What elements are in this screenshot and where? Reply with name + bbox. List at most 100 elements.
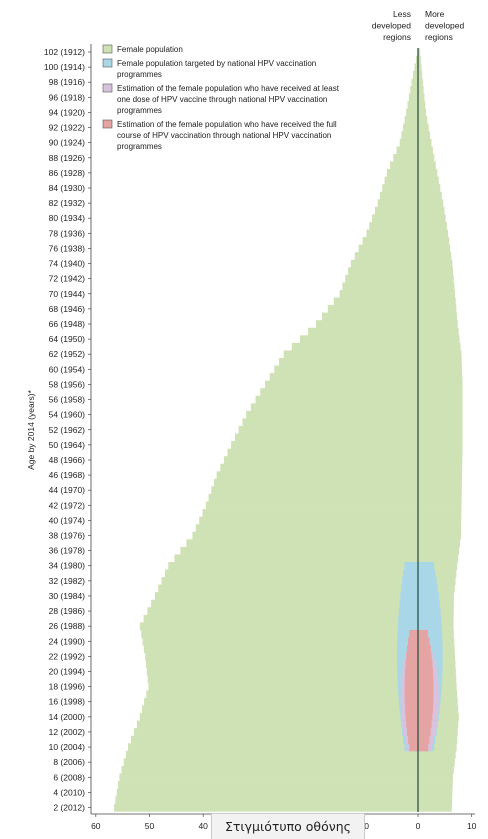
y-tick-label: 88 (1926) — [49, 153, 86, 163]
female-population-bar — [151, 599, 454, 608]
targeted-population-bar — [400, 592, 439, 601]
female-population-bar — [227, 448, 463, 457]
y-tick-label: 76 (1938) — [49, 243, 86, 253]
full-course-bar — [406, 652, 432, 661]
female-population-bar — [154, 592, 454, 601]
female-population-bar — [372, 214, 446, 223]
female-population-bar — [147, 675, 457, 684]
female-population-bar — [148, 682, 457, 691]
female-population-bar — [161, 577, 456, 586]
y-tick-label: 60 (1954) — [49, 364, 86, 374]
legend-female-population: Female population — [102, 44, 183, 54]
female-population-bar — [339, 289, 456, 298]
targeted-population-bar — [403, 569, 436, 578]
full-course-bar — [405, 705, 433, 714]
female-population-bar — [354, 252, 452, 261]
y-tick-label: 2 (2012) — [53, 803, 85, 813]
female-population-bar — [242, 418, 463, 427]
female-population-bar — [125, 750, 456, 759]
legend-at-least-one-dose: Estimation of the female population who … — [102, 83, 340, 115]
region-label-less-developed: developed — [372, 21, 412, 31]
female-population-bars — [114, 48, 463, 812]
y-tick-label: 26 (1988) — [49, 621, 86, 631]
female-population-bar — [333, 297, 456, 306]
female-population-bar — [358, 244, 451, 253]
y-tick-label: 46 (1968) — [49, 470, 86, 480]
y-tick-label: 50 (1964) — [49, 440, 86, 450]
y-tick-label: 58 (1956) — [49, 379, 86, 389]
full-course-bar — [409, 629, 429, 638]
female-population-bar — [255, 395, 463, 404]
legend-label: course of HPV vaccination through nation… — [117, 131, 331, 140]
y-tick-label: 100 (1914) — [44, 62, 85, 72]
female-population-bar — [283, 350, 462, 359]
legend-label: Estimation of the female population who … — [117, 84, 340, 93]
female-population-bar — [269, 373, 463, 382]
y-tick-label: 34 (1980) — [49, 561, 86, 571]
female-population-bar — [384, 176, 439, 185]
female-population-bar — [404, 116, 428, 125]
y-tick-label: 62 (1952) — [49, 349, 86, 359]
female-population-bar — [386, 169, 438, 178]
legend-swatch — [102, 44, 113, 54]
y-tick-label: 96 (1918) — [49, 92, 86, 102]
full-course-bar — [406, 720, 432, 729]
female-population-bar — [393, 153, 435, 162]
female-population-bar — [199, 516, 462, 525]
y-tick-label: 84 (1930) — [49, 183, 86, 193]
legend-swatch — [102, 119, 113, 129]
legend-label: Female population targeted by national H… — [117, 59, 316, 68]
female-population-bar — [139, 622, 454, 631]
targeted-population-bar — [402, 577, 437, 586]
full-course-bar — [405, 713, 433, 722]
female-population-bar — [291, 342, 461, 351]
female-population-bar — [274, 365, 463, 374]
y-tick-label: 6 (2008) — [53, 772, 85, 782]
y-tick-label: 40 (1974) — [49, 515, 86, 525]
full-course-bar — [404, 682, 434, 691]
female-population-bar — [382, 184, 441, 193]
female-population-bar — [348, 267, 454, 276]
female-population-bar — [211, 486, 462, 495]
female-population-bar — [374, 206, 445, 215]
region-label-more-developed: More — [425, 9, 445, 19]
y-tick-label: 54 (1960) — [49, 410, 86, 420]
female-population-bar — [130, 735, 458, 744]
female-population-bar — [142, 637, 455, 646]
y-tick-label: 68 (1946) — [49, 304, 86, 314]
female-population-bar — [396, 146, 433, 155]
legend: Female population Female population targe… — [102, 44, 340, 151]
female-population-bar — [390, 161, 436, 170]
female-population-bar — [121, 765, 454, 774]
targeted-population-bar — [398, 614, 442, 623]
female-population-bar — [145, 652, 456, 661]
female-population-bar — [402, 123, 429, 132]
female-population-bar — [342, 282, 455, 291]
female-population-bar — [139, 713, 459, 722]
y-tick-label: 78 (1936) — [49, 228, 86, 238]
y-tick-label: 56 (1958) — [49, 395, 86, 405]
full-course-bar — [404, 675, 434, 684]
female-population-bar — [133, 728, 458, 737]
female-population-bar — [195, 524, 462, 533]
legend-swatch — [102, 58, 113, 68]
female-population-bar — [327, 305, 457, 314]
x-tick-label: 40 — [198, 821, 208, 831]
region-label-less-developed: Less — [393, 9, 411, 19]
female-population-bar — [114, 803, 452, 812]
y-tick-label: 30 (1984) — [49, 591, 86, 601]
female-population-bar — [223, 456, 463, 465]
full-course-bar — [408, 735, 430, 744]
female-population-bar — [174, 554, 459, 563]
targeted-population-bar — [397, 622, 442, 631]
female-population-bar — [158, 584, 455, 593]
legend-label: one dose of HPV vaccine through national… — [117, 95, 327, 104]
female-population-bar — [307, 327, 459, 336]
legend-label: programmes — [117, 70, 162, 79]
y-tick-label: 102 (1912) — [44, 47, 85, 57]
female-population-bar — [250, 403, 463, 412]
x-tick-label: 0 — [416, 821, 421, 831]
full-course-bar — [404, 697, 434, 706]
full-course-bars — [404, 629, 434, 752]
